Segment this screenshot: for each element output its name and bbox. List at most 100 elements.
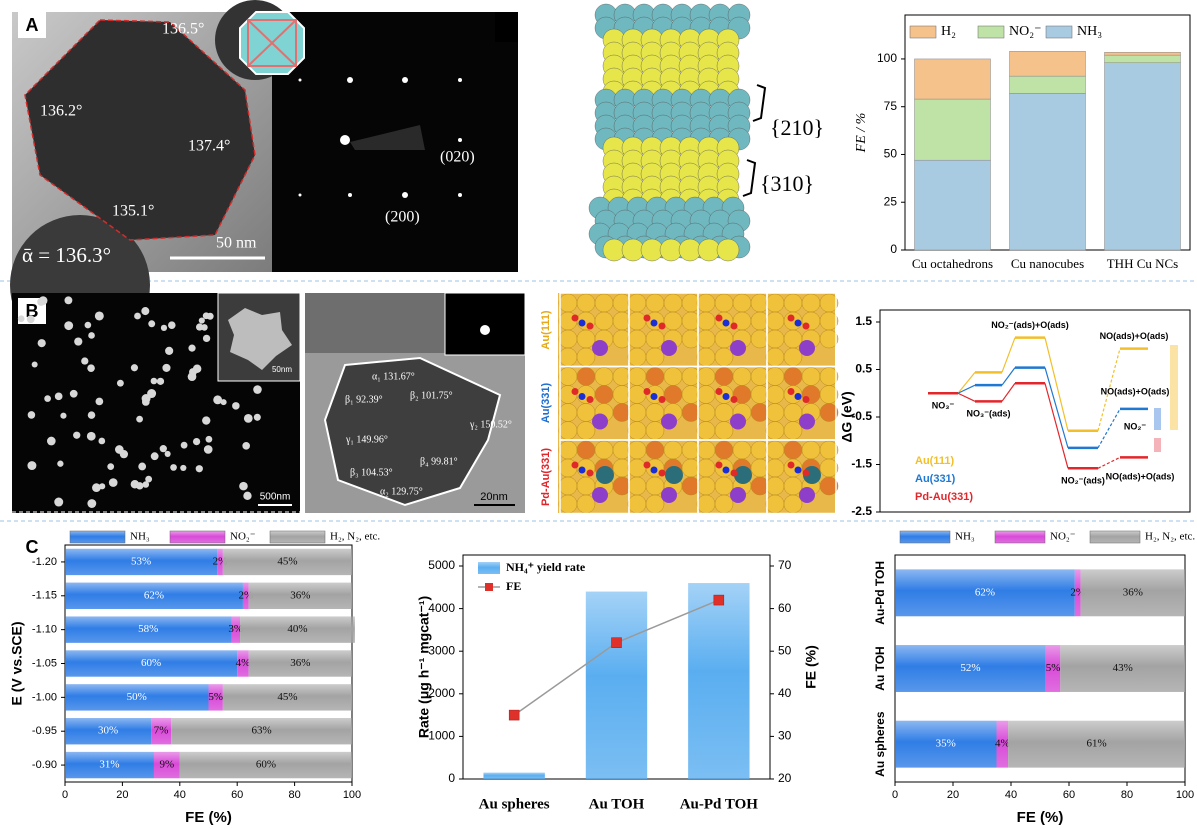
- particle: [203, 312, 210, 319]
- value-label: 60%: [256, 759, 276, 771]
- y-axis-label: E (V vs.SCE): [9, 621, 25, 705]
- y-tick-label: -1.05: [32, 657, 57, 669]
- atom: [559, 348, 577, 366]
- particle: [44, 395, 51, 402]
- legend-label: H₂, N₂, etc.: [1145, 531, 1195, 543]
- atom: [715, 404, 733, 422]
- legend-label: NH₃: [130, 531, 150, 543]
- atom: [646, 330, 664, 348]
- atom: [665, 466, 683, 484]
- particle: [193, 438, 200, 445]
- atom: [595, 312, 613, 330]
- y-axis-label: ΔG (eV): [839, 391, 855, 442]
- bar-segment: [915, 59, 991, 99]
- particle: [47, 437, 56, 446]
- atom: [651, 393, 658, 400]
- particle: [134, 313, 141, 320]
- atom: [592, 487, 608, 503]
- particle: [243, 492, 251, 500]
- atom: [715, 441, 733, 459]
- connector: [1002, 383, 1015, 401]
- atom: [596, 466, 614, 484]
- legend-swatch: [1090, 531, 1140, 543]
- atom: [698, 239, 720, 261]
- atom: [628, 477, 646, 495]
- bar-segment: [1010, 51, 1086, 76]
- y-tick-label: 0.5: [855, 362, 872, 376]
- atom: [651, 467, 658, 474]
- value-label: 53%: [131, 555, 151, 567]
- y-tick-label: -2.5: [851, 504, 872, 518]
- atom: [697, 368, 715, 386]
- atom: [799, 340, 815, 356]
- particle: [95, 311, 104, 320]
- atom: [731, 470, 738, 477]
- arrow: [1154, 438, 1161, 452]
- y-tick-label: 75: [884, 99, 898, 113]
- y-tick-label: 3000: [428, 643, 455, 657]
- atom: [664, 368, 682, 386]
- atom: [628, 348, 646, 366]
- particle: [96, 398, 104, 406]
- atom: [577, 441, 595, 459]
- value-label: 43%: [1113, 662, 1133, 674]
- legend-label: FE: [506, 579, 521, 593]
- atom: [664, 312, 682, 330]
- atom: [628, 422, 646, 440]
- particle: [81, 357, 88, 364]
- atom: [788, 388, 795, 395]
- atom: [595, 386, 613, 404]
- legend-label: H₂: [941, 24, 956, 39]
- facet-label: {310}: [760, 171, 814, 196]
- atom: [766, 422, 784, 440]
- value-label: 52%: [960, 662, 980, 674]
- atom: [723, 393, 730, 400]
- connector: [1098, 457, 1120, 468]
- connector: [1002, 368, 1015, 386]
- atom: [716, 388, 723, 395]
- particle: [27, 461, 36, 470]
- y-tick-label: 5000: [428, 558, 455, 572]
- atom: [628, 441, 646, 459]
- atom: [595, 368, 613, 386]
- atom: [646, 477, 664, 495]
- atom: [659, 396, 666, 403]
- atom: [697, 459, 715, 477]
- atom: [577, 422, 595, 440]
- legend-swatch: [270, 531, 325, 543]
- angle: 137.4°: [188, 138, 230, 155]
- y-tick-label: 4000: [428, 601, 455, 615]
- legend-label: NH₃: [1077, 24, 1102, 39]
- particle: [141, 307, 149, 315]
- particle: [87, 432, 96, 441]
- particle: [88, 332, 95, 339]
- particle: [239, 482, 248, 491]
- particle: [165, 347, 173, 355]
- atom: [664, 294, 682, 312]
- corner: [495, 12, 518, 42]
- atom: [766, 330, 784, 348]
- atom: [572, 388, 579, 395]
- x-tick-label: Au-Pd TOH: [680, 796, 759, 812]
- particle: [92, 483, 101, 492]
- connector: [1045, 383, 1068, 468]
- value-label: 4%: [995, 738, 1010, 750]
- value-label: 9%: [160, 759, 175, 771]
- atom: [559, 330, 577, 348]
- figure: A B C 136.5° 136.2° 137.4° 135.1° ᾱ = 13…: [0, 0, 1197, 829]
- arrow: [1154, 408, 1161, 430]
- angle: β₁ 92.39°: [345, 394, 383, 405]
- atom: [766, 459, 784, 477]
- angle: 135.1°: [112, 203, 154, 220]
- mean-angle: ᾱ = 136.3°: [22, 243, 111, 267]
- x-tick-label: 20: [947, 789, 959, 801]
- particle: [170, 464, 177, 471]
- atom: [730, 340, 746, 356]
- x-tick-label: Au TOH: [589, 796, 645, 812]
- atom: [572, 315, 579, 322]
- bar-segment: [1010, 76, 1086, 93]
- legend-swatch: [978, 26, 1004, 38]
- atom: [799, 414, 815, 430]
- particle: [55, 392, 63, 400]
- atom: [628, 386, 646, 404]
